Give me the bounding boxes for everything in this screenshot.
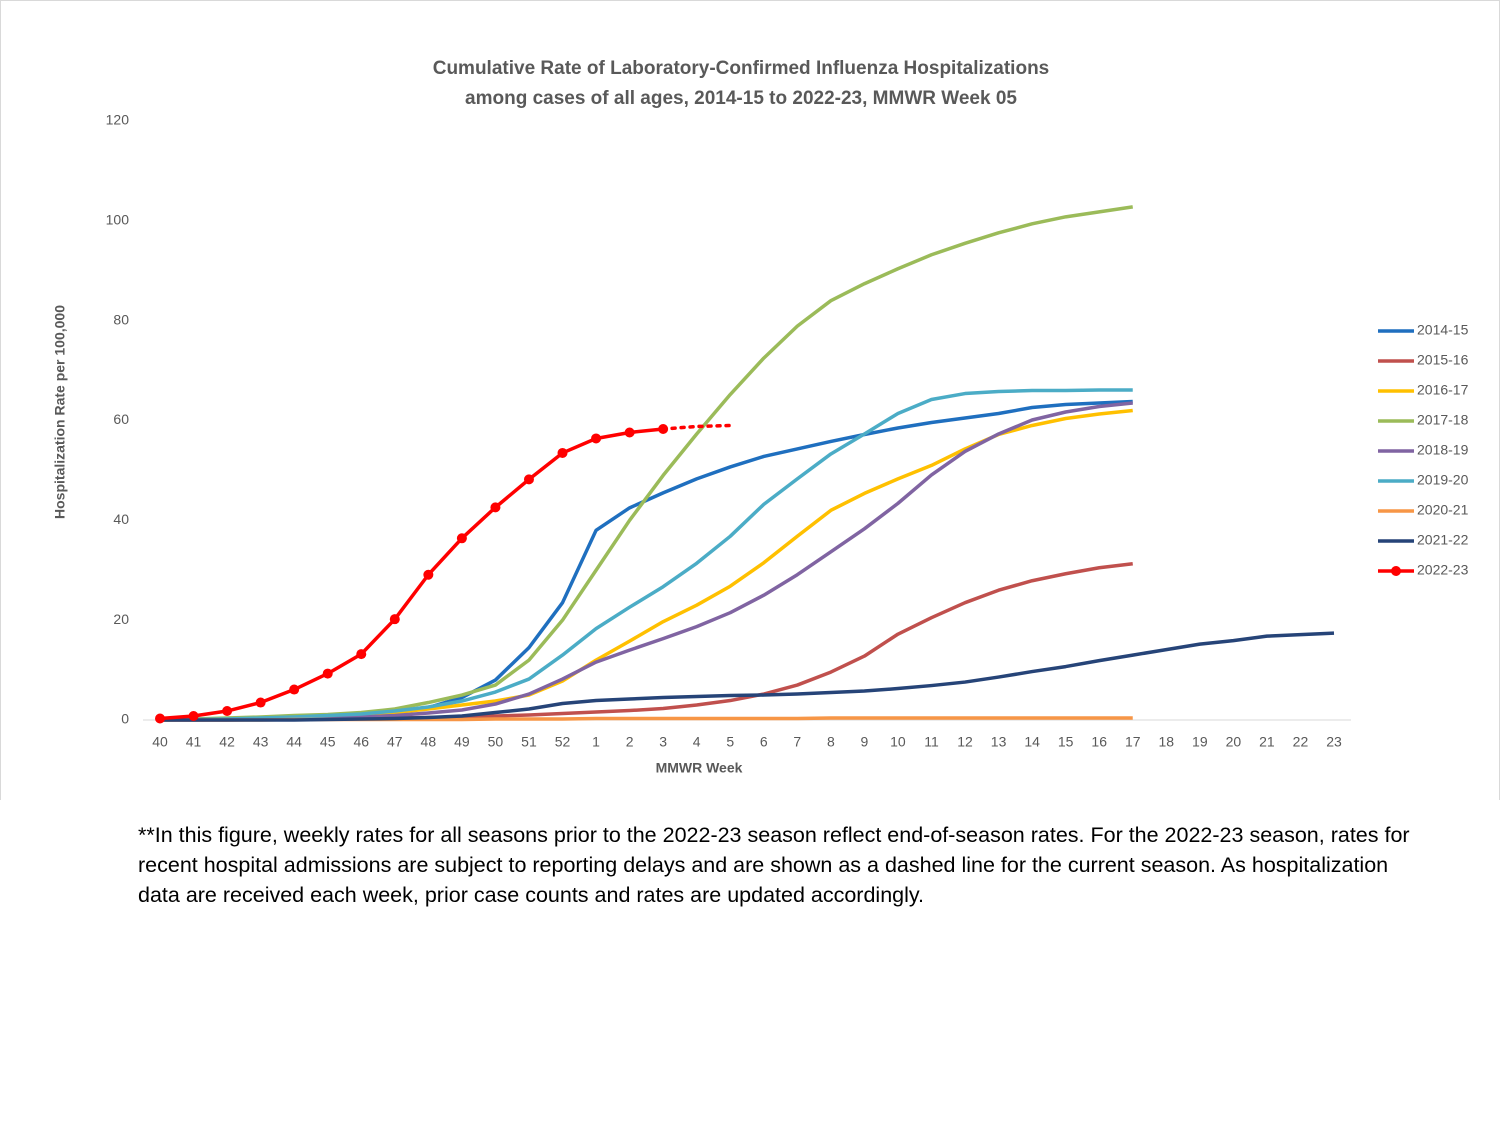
x-tick-label: 3 bbox=[659, 734, 667, 750]
legend-label: 2014-15 bbox=[1417, 322, 1469, 338]
x-tick-label: 49 bbox=[454, 734, 470, 750]
legend-label: 2017-18 bbox=[1417, 412, 1469, 428]
point bbox=[188, 711, 199, 722]
x-tick-label: 5 bbox=[726, 734, 734, 750]
legend-label: 2018-19 bbox=[1417, 442, 1469, 458]
point bbox=[255, 697, 266, 708]
legend-label: 2015-16 bbox=[1417, 352, 1469, 368]
point bbox=[289, 684, 300, 695]
x-tick-label: 15 bbox=[1058, 734, 1074, 750]
y-tick-label: 20 bbox=[113, 611, 129, 627]
x-tick-label: 41 bbox=[186, 734, 202, 750]
legend-label: 2019-20 bbox=[1417, 472, 1469, 488]
x-tick-label: 43 bbox=[253, 734, 269, 750]
point bbox=[624, 427, 635, 438]
x-tick-label: 18 bbox=[1158, 734, 1174, 750]
x-axis-label: MMWR Week bbox=[656, 760, 743, 776]
x-tick-label: 14 bbox=[1024, 734, 1040, 750]
point bbox=[490, 502, 501, 513]
x-tick-label: 9 bbox=[861, 734, 869, 750]
line bbox=[160, 401, 1133, 722]
x-tick-label: 10 bbox=[890, 734, 906, 750]
line bbox=[159, 408, 1133, 722]
x-tick-label: 17 bbox=[1125, 734, 1141, 750]
x-tick-label: 19 bbox=[1192, 734, 1208, 750]
y-tick-label: 80 bbox=[113, 311, 129, 327]
footnote: **In this figure, weekly rates for all s… bbox=[138, 823, 1410, 907]
point bbox=[456, 533, 467, 544]
line bbox=[159, 427, 664, 721]
point bbox=[591, 433, 602, 444]
line bbox=[159, 388, 1133, 722]
x-tick-label: 6 bbox=[760, 734, 768, 750]
x-tick-label: 46 bbox=[353, 734, 369, 750]
y-tick-label: 0 bbox=[121, 711, 129, 727]
line bbox=[159, 399, 1133, 722]
x-tick-label: 48 bbox=[421, 734, 437, 750]
legend-marker bbox=[1391, 566, 1401, 576]
x-tick-label: 42 bbox=[219, 734, 235, 750]
x-tick-label: 50 bbox=[488, 734, 504, 750]
x-tick-label: 20 bbox=[1226, 734, 1242, 750]
x-tick-label: 4 bbox=[693, 734, 701, 750]
y-tick-label: 120 bbox=[106, 112, 130, 128]
line bbox=[160, 631, 1335, 722]
x-tick-label: 2 bbox=[626, 734, 634, 750]
point bbox=[356, 649, 367, 660]
x-tick-label: 40 bbox=[152, 734, 168, 750]
x-tick-label: 51 bbox=[521, 734, 537, 750]
point bbox=[322, 668, 333, 679]
y-axis-label: Hospitalization Rate per 100,000 bbox=[52, 305, 68, 519]
x-tick-label: 7 bbox=[793, 734, 801, 750]
chart-title: among cases of all ages, 2014-15 to 2022… bbox=[465, 88, 1017, 109]
x-tick-label: 52 bbox=[555, 734, 571, 750]
x-tick-label: 23 bbox=[1326, 734, 1342, 750]
legend-label: 2021-22 bbox=[1417, 532, 1469, 548]
legend-label: 2016-17 bbox=[1417, 382, 1469, 398]
x-tick-label: 12 bbox=[957, 734, 973, 750]
point bbox=[222, 706, 233, 717]
frame bbox=[0, 0, 1500, 800]
point bbox=[557, 447, 568, 458]
point bbox=[155, 713, 165, 724]
legend-label: 2022-23 bbox=[1417, 562, 1469, 578]
x-tick-label: 45 bbox=[320, 734, 336, 750]
x-tick-label: 1 bbox=[592, 734, 600, 750]
chart-title: Cumulative Rate of Laboratory-Confirmed … bbox=[433, 58, 1050, 79]
point bbox=[523, 474, 534, 485]
point bbox=[389, 614, 400, 625]
y-tick-label: 40 bbox=[113, 511, 129, 527]
x-tick-label: 22 bbox=[1293, 734, 1309, 750]
point bbox=[423, 569, 434, 580]
x-tick-label: 44 bbox=[286, 734, 302, 750]
x-tick-label: 8 bbox=[827, 734, 835, 750]
x-tick-label: 16 bbox=[1091, 734, 1107, 750]
x-tick-label: 13 bbox=[991, 734, 1007, 750]
legend-label: 2020-21 bbox=[1417, 502, 1469, 518]
x-tick-label: 11 bbox=[924, 734, 939, 750]
x-tick-label: 47 bbox=[387, 734, 403, 750]
y-tick-label: 60 bbox=[113, 411, 129, 427]
chart: Cumulative Rate of Laboratory-Confirmed … bbox=[0, 0, 1500, 800]
dashed-line bbox=[661, 423, 732, 431]
y-tick-label: 100 bbox=[106, 212, 130, 228]
x-tick-label: 21 bbox=[1259, 734, 1275, 750]
